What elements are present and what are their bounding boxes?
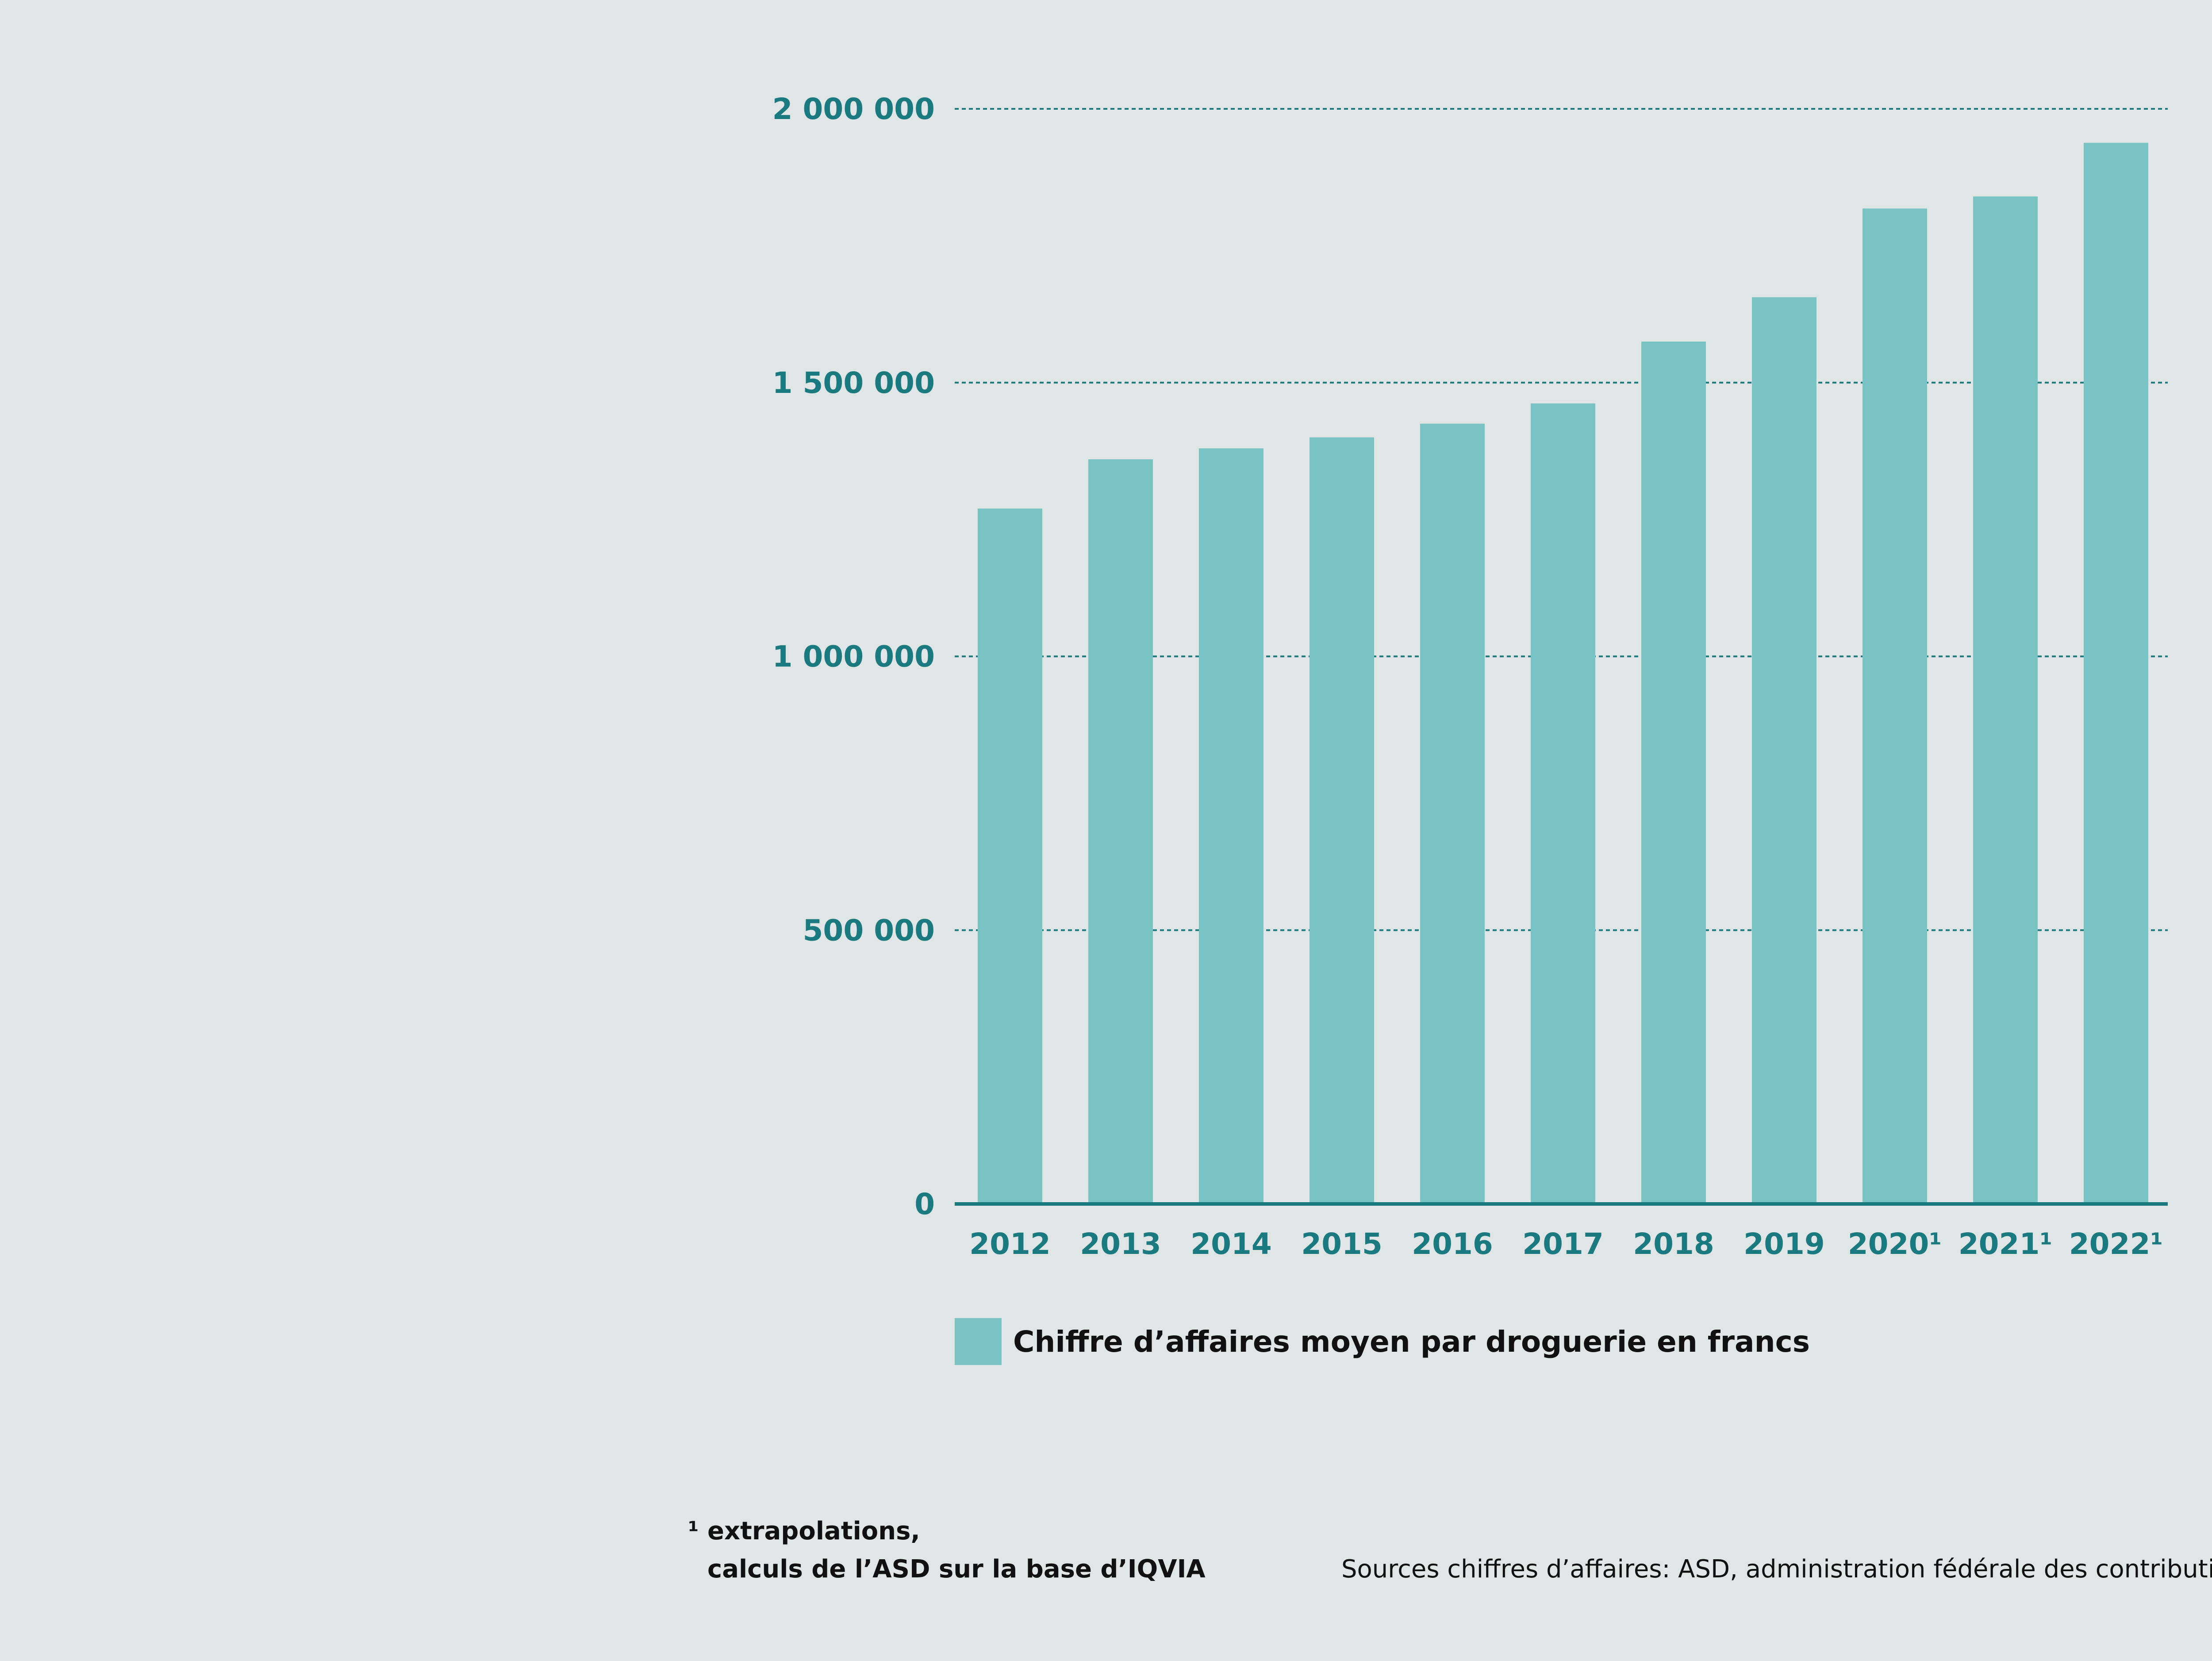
bar <box>1310 437 1374 1204</box>
legend: Chiffre d’affaires moyen par droguerie e… <box>955 1318 1810 1365</box>
bar <box>1088 459 1153 1204</box>
y-tick-label: 1 000 000 <box>772 640 935 674</box>
y-tick-label: 2 000 000 <box>772 92 935 126</box>
x-tick-label: 2020¹ <box>1848 1227 1942 1261</box>
bar <box>1863 208 1927 1204</box>
bars <box>978 142 2148 1204</box>
source-note: Sources chiffres d’affaires: ASD, admini… <box>1341 1555 2212 1584</box>
bar <box>1199 448 1263 1204</box>
x-tick-label: 2018 <box>1633 1227 1714 1261</box>
y-tick-label: 1 500 000 <box>772 366 935 400</box>
bar <box>1420 423 1485 1204</box>
x-tick-label: 2014 <box>1190 1227 1272 1261</box>
legend-swatch <box>955 1318 1002 1365</box>
y-tick-label: 0 <box>914 1187 935 1221</box>
x-tick-label: 2022¹ <box>2069 1227 2163 1261</box>
x-tick-label: 2016 <box>1412 1227 1493 1261</box>
bar <box>978 508 1042 1204</box>
bar <box>1973 196 2038 1204</box>
x-tick-label: 2019 <box>1743 1227 1825 1261</box>
footnote-line-2: calculs de l’ASD sur la base d’IQVIA <box>707 1555 1206 1584</box>
footnote-line-1: ¹ extrapolations, <box>688 1517 920 1546</box>
y-tick-labels: 0 500 000 1 000 000 1 500 000 2 000 000 <box>772 92 935 1221</box>
x-tick-labels: 2012 2013 2014 2015 2016 2017 2018 2019 2020¹ 202… <box>969 1227 2163 1261</box>
bar <box>1752 297 1816 1204</box>
bar <box>1641 341 1706 1204</box>
bar <box>2084 142 2148 1204</box>
gridlines <box>955 108 2168 931</box>
x-tick-label: 2012 <box>969 1227 1051 1261</box>
legend-label: Chiffre d’affaires moyen par droguerie e… <box>1013 1324 1810 1359</box>
y-tick-label: 500 000 <box>803 913 935 947</box>
x-tick-label: 2015 <box>1301 1227 1382 1261</box>
footnote: ¹ extrapolations, calculs de l’ASD sur l… <box>688 1512 1206 1588</box>
bar <box>1531 403 1595 1204</box>
x-tick-label: 2013 <box>1080 1227 1161 1261</box>
x-tick-label: 2021¹ <box>1959 1227 2053 1261</box>
x-tick-label: 2017 <box>1522 1227 1604 1261</box>
